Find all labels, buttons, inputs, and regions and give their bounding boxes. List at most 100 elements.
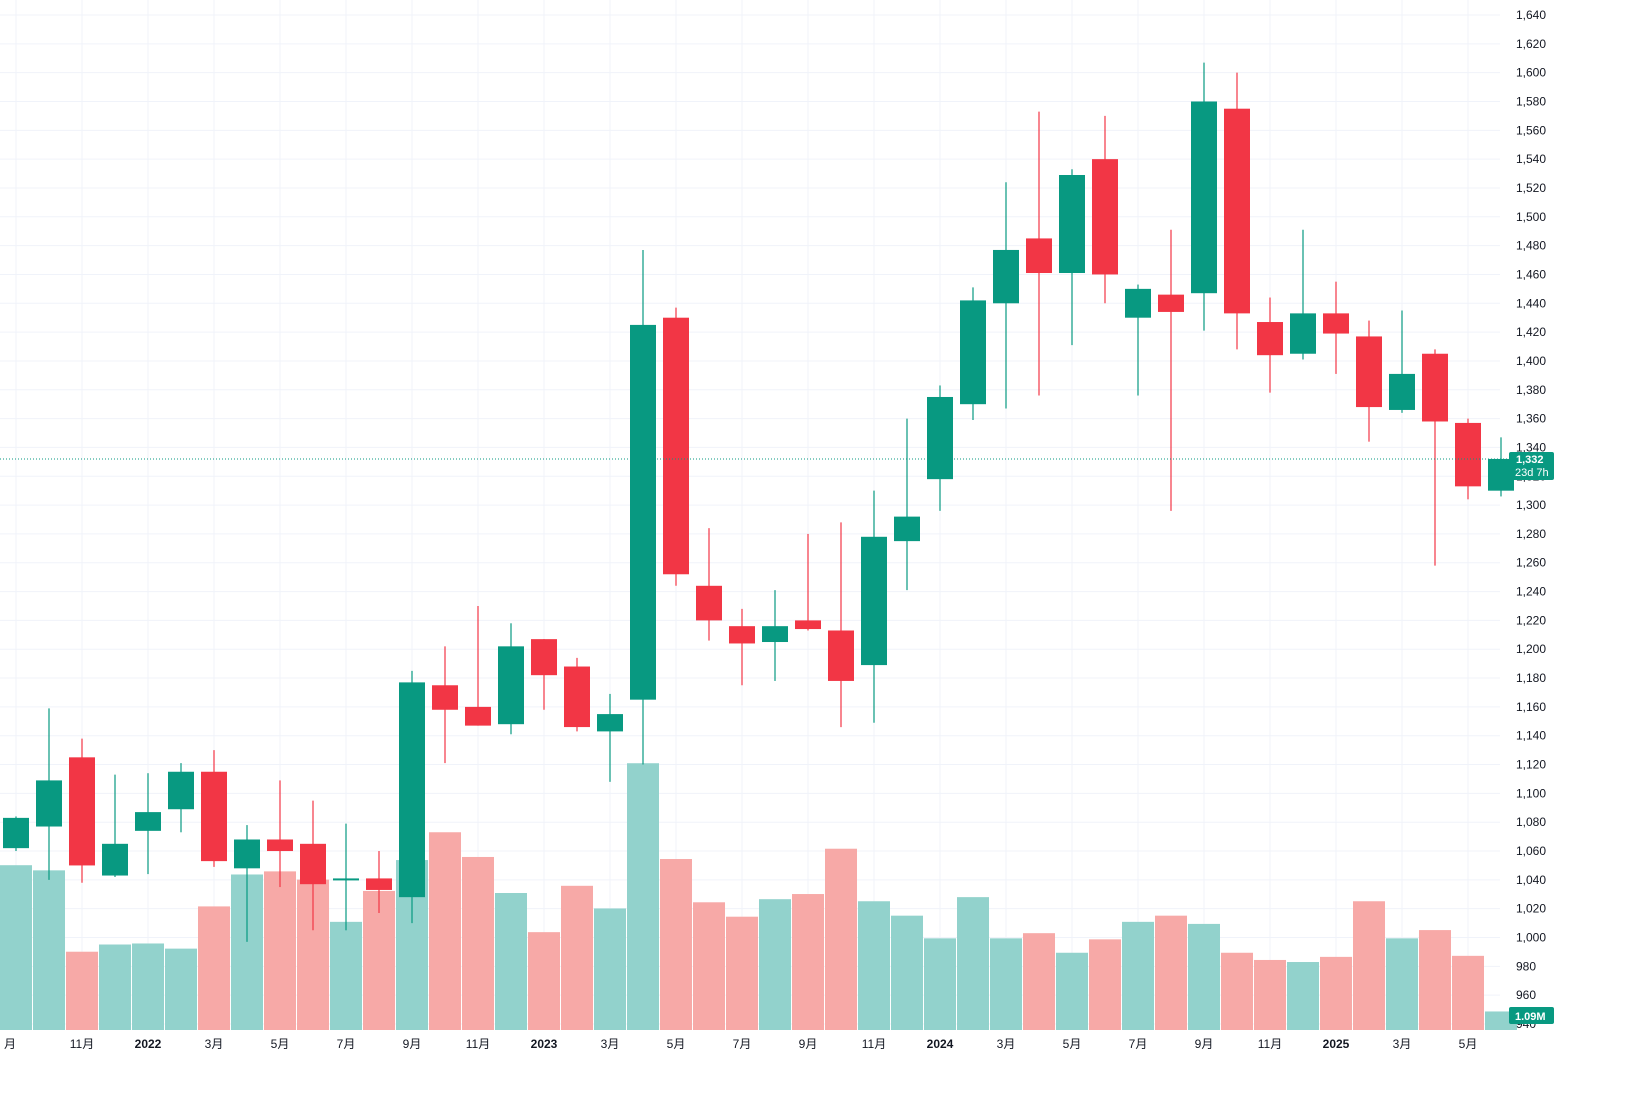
price-tick-label: 1,140 — [1516, 729, 1546, 743]
time-tick-label: 7月 — [733, 1037, 752, 1051]
time-tick-label: 2022 — [135, 1037, 162, 1051]
price-tick-label: 1,100 — [1516, 786, 1546, 800]
volume-bar — [924, 938, 956, 1030]
volume-bar — [462, 856, 494, 1030]
volume-bar — [1287, 962, 1319, 1030]
candle-body — [36, 780, 62, 827]
candle-body — [960, 300, 986, 405]
time-tick-label: 11月 — [466, 1037, 490, 1051]
price-tick-label: 1,300 — [1516, 498, 1546, 512]
price-tick-label: 1,360 — [1516, 412, 1546, 426]
price-tick-label: 1,080 — [1516, 815, 1546, 829]
price-tick-label: 1,420 — [1516, 325, 1546, 339]
volume-bar — [1452, 955, 1484, 1030]
time-tick-label: 3月 — [997, 1037, 1016, 1051]
time-axis[interactable]: 月 11月 2022 3月 5月 7月 9月 11月 2023 3月 5月 7月 9月 11月 2024 3月… — [4, 1037, 1477, 1051]
volume-bar — [1155, 915, 1187, 1030]
price-tick-label: 1,380 — [1516, 383, 1546, 397]
candles — [3, 62, 1514, 942]
price-tick-label: 1,260 — [1516, 556, 1546, 570]
candle-body — [1257, 322, 1283, 356]
candle-body — [399, 682, 425, 898]
time-tick-label: 5月 — [667, 1037, 686, 1051]
current-price-label: 1,332 — [1516, 454, 1544, 466]
volume-bar — [792, 894, 824, 1030]
candle-body — [168, 771, 194, 810]
candle-body — [333, 878, 359, 881]
price-tick-label: 1,640 — [1516, 8, 1546, 22]
time-tick-label: 11月 — [862, 1037, 886, 1051]
price-tick-label: 1,440 — [1516, 296, 1546, 310]
candle-body — [1026, 238, 1052, 274]
candle-body — [1059, 174, 1085, 274]
price-tick-label: 1,160 — [1516, 700, 1546, 714]
candle-body — [1290, 313, 1316, 354]
price-tick-label: 1,500 — [1516, 210, 1546, 224]
candle-body — [993, 249, 1019, 304]
volume-bar — [726, 916, 758, 1030]
candle-body — [1356, 336, 1382, 408]
time-tick-label: 5月 — [271, 1037, 290, 1051]
time-tick-label: 月 — [4, 1037, 16, 1051]
candle-body — [1422, 353, 1448, 422]
volume-bar — [693, 902, 725, 1030]
volume-bar — [1221, 952, 1253, 1030]
price-tick-label: 1,540 — [1516, 152, 1546, 166]
current-price-label-box — [1509, 451, 1554, 480]
candle-body — [795, 620, 821, 630]
volume-bar — [264, 871, 296, 1030]
volume-bar — [1353, 901, 1385, 1030]
price-tick-label: 1,000 — [1516, 931, 1546, 945]
time-tick-label: 2025 — [1323, 1037, 1350, 1051]
time-tick-label: 3月 — [601, 1037, 620, 1051]
volume-bar — [0, 865, 32, 1030]
volume-label: 1.09M — [1515, 1011, 1546, 1023]
price-tick-label: 1,520 — [1516, 181, 1546, 195]
time-tick-label: 7月 — [337, 1037, 356, 1051]
price-tick-label: 1,280 — [1516, 527, 1546, 541]
price-tick-label: 1,620 — [1516, 37, 1546, 51]
time-tick-label: 11月 — [1258, 1037, 1282, 1051]
candle-body — [597, 714, 623, 732]
price-tick-label: 1,560 — [1516, 123, 1546, 137]
price-tick-label: 1,200 — [1516, 642, 1546, 656]
candle-body — [1224, 108, 1250, 314]
volume-bar — [660, 859, 692, 1030]
volume-bar — [759, 899, 791, 1030]
candle-body — [630, 324, 656, 700]
volume-bar — [1386, 938, 1418, 1030]
candle-body — [1191, 101, 1217, 294]
candle-body — [1323, 313, 1349, 334]
candle-body — [102, 843, 128, 876]
candle-body — [828, 630, 854, 681]
candle-body — [894, 516, 920, 542]
volume-bar — [1023, 933, 1055, 1030]
volume-bar — [1320, 956, 1352, 1030]
volume-bar — [1089, 939, 1121, 1030]
time-tick-label: 9月 — [403, 1037, 422, 1051]
candle-body — [465, 706, 491, 726]
candle-body — [663, 317, 689, 575]
volume-bar — [990, 938, 1022, 1030]
volume-bar — [957, 897, 989, 1030]
price-tick-label: 1,180 — [1516, 671, 1546, 685]
price-tick-label: 1,340 — [1516, 440, 1546, 454]
volume-bar — [858, 901, 890, 1030]
candle-body — [762, 626, 788, 643]
candle-body — [1158, 294, 1184, 312]
volume-bar — [528, 932, 560, 1030]
price-tick-label: 1,480 — [1516, 239, 1546, 253]
volume-bar — [1122, 921, 1154, 1030]
candle-body — [300, 843, 326, 885]
volume-bar — [99, 944, 131, 1030]
candle-body — [696, 585, 722, 621]
volume-bar — [1254, 959, 1286, 1030]
volume-bar — [561, 885, 593, 1030]
time-tick-label: 3月 — [1393, 1037, 1412, 1051]
time-tick-label: 5月 — [1459, 1037, 1478, 1051]
volume-bar — [198, 906, 230, 1030]
price-tick-label: 1,060 — [1516, 844, 1546, 858]
